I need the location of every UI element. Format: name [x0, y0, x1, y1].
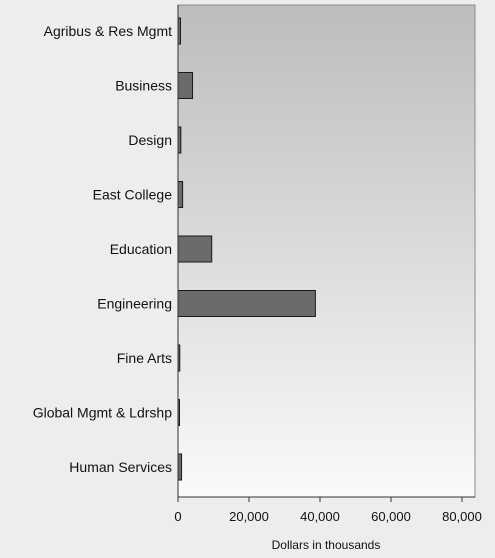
x-axis-title: Dollars in thousands [272, 538, 381, 552]
category-labels: Agribus & Res Mgmt Business Design East Col… [33, 23, 172, 475]
category-label-3: East College [93, 187, 173, 203]
category-label-4: Education [110, 241, 172, 257]
bar-3 [177, 181, 184, 208]
category-label-7: Global Mgmt & Ldrshp [33, 405, 172, 421]
category-label-1: Business [115, 78, 172, 94]
bar-5 [177, 290, 316, 317]
x-tick-label-1: 20,000 [229, 509, 269, 524]
bar-8 [177, 453, 183, 481]
plot-area [177, 4, 476, 498]
category-label-8: Human Services [69, 459, 172, 475]
category-label-2: Design [128, 132, 172, 148]
x-tick-label-0: 0 [174, 509, 181, 524]
category-label-6: Fine Arts [117, 350, 172, 366]
bar-1 [177, 72, 194, 99]
x-tick-label-2: 40,000 [300, 509, 340, 524]
x-axis-ticks: 0 20,000 40,000 60,000 80,000 [174, 497, 482, 524]
x-tick-label-3: 60,000 [371, 509, 411, 524]
bar-4 [177, 235, 213, 263]
category-label-0: Agribus & Res Mgmt [44, 23, 172, 39]
category-label-5: Engineering [97, 296, 172, 312]
x-tick-label-4: 80,000 [442, 509, 482, 524]
